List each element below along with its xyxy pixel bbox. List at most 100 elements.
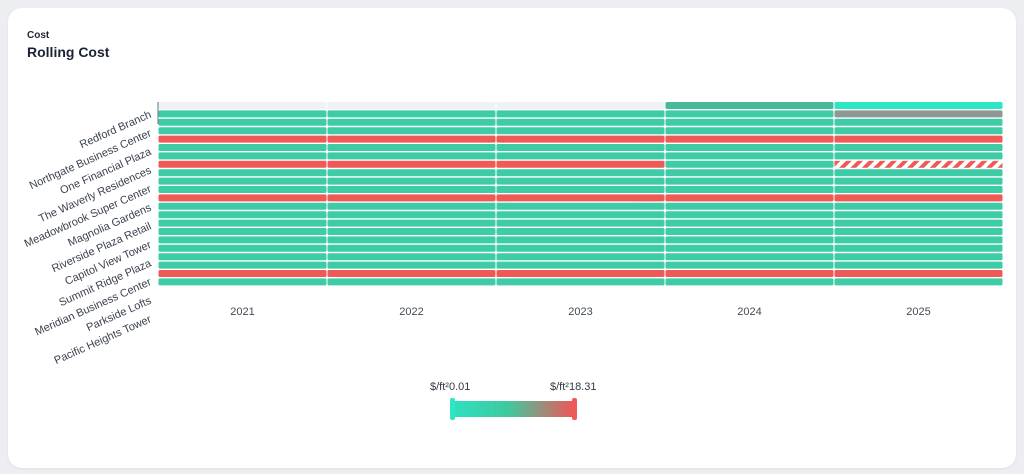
heatmap-cell[interactable]	[665, 253, 834, 261]
heatmap-cell[interactable]	[665, 135, 834, 143]
heatmap-cell[interactable]	[665, 211, 834, 219]
heatmap-cell[interactable]	[496, 219, 665, 227]
heatmap-cell[interactable]	[158, 270, 327, 277]
heatmap-cell[interactable]	[496, 186, 665, 193]
heatmap-cell[interactable]	[327, 219, 496, 227]
heatmap-cell[interactable]	[327, 186, 496, 193]
heatmap-cell[interactable]	[665, 219, 834, 227]
heatmap-cell[interactable]	[496, 144, 665, 151]
heatmap-cell[interactable]	[327, 202, 496, 210]
heatmap-cell[interactable]	[327, 110, 496, 118]
heatmap-cell[interactable]	[834, 261, 1003, 269]
heatmap-cell[interactable]	[496, 270, 665, 277]
heatmap-cell[interactable]	[158, 211, 327, 219]
heatmap-cell[interactable]	[158, 110, 327, 118]
heatmap-cell[interactable]	[158, 261, 327, 269]
heatmap-cell[interactable]	[158, 278, 327, 286]
heatmap-cell[interactable]	[327, 244, 496, 252]
heatmap-cell[interactable]	[158, 219, 327, 227]
heatmap-cell[interactable]	[665, 169, 834, 177]
heatmap-cell[interactable]	[496, 110, 665, 118]
heatmap-cell[interactable]	[496, 152, 665, 160]
heatmap-cell[interactable]	[327, 144, 496, 151]
heatmap-cell[interactable]	[665, 127, 834, 135]
heatmap-cell[interactable]	[158, 236, 327, 244]
heatmap-cell[interactable]	[834, 169, 1003, 177]
heatmap-cell[interactable]	[496, 169, 665, 177]
heatmap-cell[interactable]	[665, 118, 834, 126]
heatmap-cell[interactable]	[834, 219, 1003, 227]
heatmap-cell[interactable]	[327, 135, 496, 143]
heatmap-cell[interactable]	[327, 228, 496, 235]
heatmap-cell[interactable]	[327, 278, 496, 286]
heatmap-cell[interactable]	[834, 110, 1003, 118]
heatmap-cell[interactable]	[496, 228, 665, 235]
heatmap-cell[interactable]	[834, 194, 1003, 202]
heatmap-cell[interactable]	[834, 202, 1003, 210]
heatmap-cell[interactable]	[327, 152, 496, 160]
heatmap-cell[interactable]	[834, 270, 1003, 277]
heatmap-cell[interactable]	[496, 236, 665, 244]
heatmap-cell[interactable]	[496, 127, 665, 135]
heatmap-cell[interactable]	[665, 261, 834, 269]
heatmap-cell[interactable]	[834, 135, 1003, 143]
heatmap-cell[interactable]	[327, 169, 496, 177]
heatmap-cell[interactable]	[834, 244, 1003, 252]
heatmap-cell[interactable]	[496, 278, 665, 286]
heatmap-cell[interactable]	[496, 202, 665, 210]
heatmap-cell[interactable]	[158, 202, 327, 210]
heatmap-cell[interactable]	[327, 270, 496, 277]
heatmap-cell[interactable]	[496, 261, 665, 269]
heatmap-cell[interactable]	[158, 135, 327, 143]
heatmap-cell[interactable]	[496, 160, 665, 168]
heatmap-cell[interactable]	[834, 160, 1003, 168]
heatmap-cell[interactable]	[158, 228, 327, 235]
heatmap-cell[interactable]	[496, 118, 665, 126]
heatmap-cell[interactable]	[496, 177, 665, 185]
heatmap-cell[interactable]	[665, 236, 834, 244]
legend-min-handle[interactable]	[450, 398, 455, 420]
heatmap-cell[interactable]	[496, 135, 665, 143]
heatmap-cell[interactable]	[496, 253, 665, 261]
heatmap-cell[interactable]	[665, 194, 834, 202]
heatmap-cell[interactable]	[834, 186, 1003, 193]
heatmap-cell[interactable]	[158, 152, 327, 160]
heatmap-cell[interactable]	[327, 127, 496, 135]
heatmap-cell[interactable]	[665, 152, 834, 160]
heatmap-cell[interactable]	[834, 102, 1003, 109]
heatmap-cell[interactable]	[327, 253, 496, 261]
heatmap-cell[interactable]	[327, 177, 496, 185]
heatmap-cell[interactable]	[665, 270, 834, 277]
heatmap-cell[interactable]	[665, 144, 834, 151]
heatmap-cell[interactable]	[496, 102, 665, 109]
heatmap-cell[interactable]	[327, 236, 496, 244]
heatmap-cell[interactable]	[496, 244, 665, 252]
heatmap-cell[interactable]	[327, 102, 496, 109]
heatmap-cell[interactable]	[665, 110, 834, 118]
heatmap-cell[interactable]	[834, 177, 1003, 185]
heatmap-cell[interactable]	[665, 102, 834, 109]
heatmap-cell[interactable]	[665, 177, 834, 185]
heatmap-cell[interactable]	[665, 278, 834, 286]
heatmap-cell[interactable]	[665, 186, 834, 193]
heatmap-cell[interactable]	[158, 160, 327, 168]
heatmap-cell[interactable]	[158, 253, 327, 261]
heatmap-cell[interactable]	[158, 127, 327, 135]
heatmap-cell[interactable]	[665, 160, 834, 168]
heatmap-cell[interactable]	[327, 261, 496, 269]
heatmap-cell[interactable]	[665, 202, 834, 210]
heatmap-cell[interactable]	[665, 244, 834, 252]
heatmap-cell[interactable]	[158, 144, 327, 151]
heatmap-cell[interactable]	[834, 127, 1003, 135]
heatmap-cell[interactable]	[496, 194, 665, 202]
heatmap-cell[interactable]	[834, 211, 1003, 219]
heatmap-cell[interactable]	[834, 118, 1003, 126]
heatmap-cell[interactable]	[158, 177, 327, 185]
heatmap-cell[interactable]	[158, 118, 327, 126]
heatmap-cell[interactable]	[496, 211, 665, 219]
heatmap-cell[interactable]	[327, 211, 496, 219]
heatmap-cell[interactable]	[834, 253, 1003, 261]
heatmap-cell[interactable]	[327, 160, 496, 168]
heatmap-cell[interactable]	[158, 102, 327, 109]
heatmap-cell[interactable]	[158, 186, 327, 193]
